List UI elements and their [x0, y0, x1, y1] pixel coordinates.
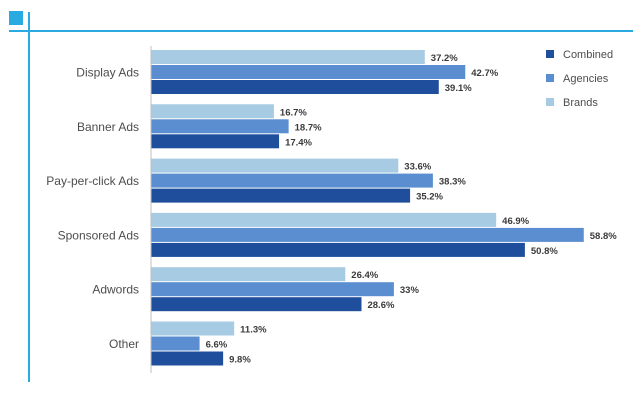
bar-agencies [151, 227, 584, 242]
category-label: Banner Ads [77, 120, 139, 134]
category-label: Display Ads [76, 66, 139, 80]
bar-agencies [151, 173, 433, 188]
bar-agencies [151, 282, 394, 297]
legend: Combined Agencies Brands [546, 49, 613, 109]
bar-combined [151, 188, 411, 203]
bar-brands [151, 158, 399, 173]
data-label: 38.3% [439, 177, 466, 188]
data-label: 11.3% [240, 325, 267, 336]
legend-label-combined: Combined [563, 49, 613, 61]
data-label: 58.8% [590, 231, 617, 242]
data-label: 33% [400, 285, 420, 296]
bar-combined [151, 134, 280, 149]
data-label: 16.7% [280, 107, 307, 118]
bar-combined [151, 351, 224, 366]
bar-combined [151, 80, 439, 94]
bar-combined [151, 297, 362, 312]
data-label: 18.7% [295, 122, 322, 133]
bar-brands [151, 212, 497, 227]
bar-agencies [151, 65, 466, 79]
bar-brands [151, 321, 235, 336]
frame-top-line [9, 30, 633, 32]
data-label: 37.2% [431, 53, 458, 64]
bar-brands [151, 267, 346, 282]
legend-swatch-combined [546, 50, 554, 58]
data-label: 42.7% [471, 68, 498, 79]
category-label: Pay-per-click Ads [46, 174, 139, 188]
legend-swatch-brands [546, 98, 554, 106]
data-label: 9.8% [229, 355, 251, 366]
data-label: 17.4% [285, 137, 312, 148]
data-label: 46.9% [502, 216, 529, 227]
legend-label-agencies: Agencies [563, 73, 609, 85]
data-label: 33.6% [404, 162, 431, 173]
data-label: 6.6% [206, 340, 228, 351]
bar-combined [151, 242, 525, 257]
data-label: 35.2% [416, 192, 443, 203]
bar-brands [151, 104, 274, 119]
data-label: 39.1% [445, 83, 472, 94]
bar-brands [151, 50, 425, 64]
legend-swatch-agencies [546, 74, 554, 82]
category-label: Sponsored Ads [58, 228, 139, 242]
legend-label-brands: Brands [563, 97, 598, 109]
data-label: 26.4% [351, 270, 378, 281]
accent-square [9, 11, 23, 25]
bar-agencies [151, 336, 200, 351]
category-label: Other [109, 337, 139, 351]
data-label: 50.8% [531, 246, 558, 257]
data-label: 28.6% [367, 300, 394, 311]
bar-agencies [151, 119, 289, 134]
category-label: Adwords [92, 283, 139, 297]
frame-left-line [28, 12, 30, 382]
